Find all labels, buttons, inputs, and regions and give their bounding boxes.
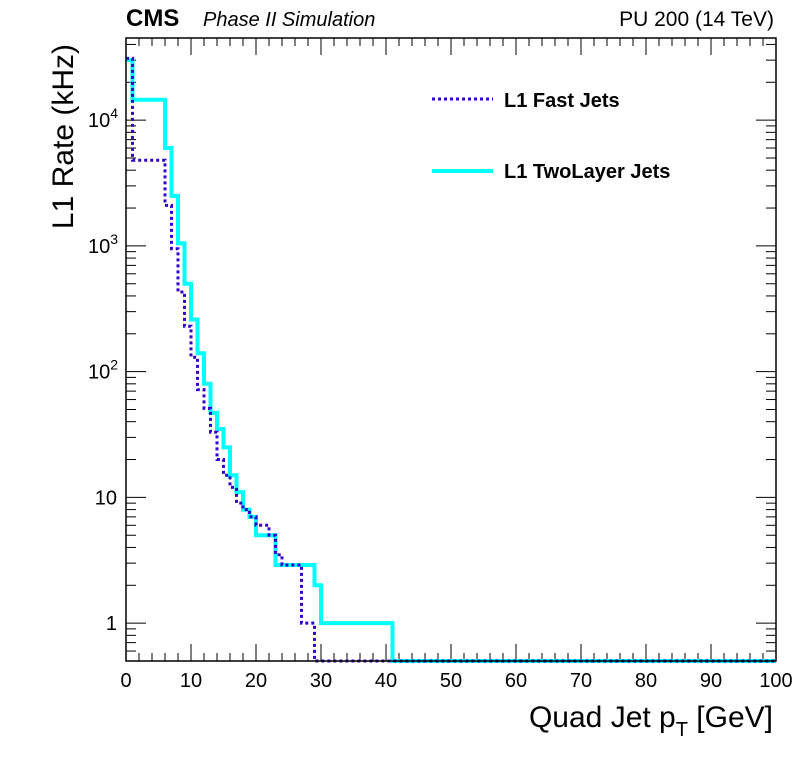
y-axis-title: L1 Rate (kHz)	[47, 44, 80, 229]
y-tick-label: 103	[88, 231, 118, 258]
x-tick-label: 0	[120, 670, 131, 692]
x-tick-label: 20	[245, 670, 267, 692]
legend-label-twolayer: L1 TwoLayer Jets	[504, 161, 670, 183]
experiment-label: CMS	[126, 5, 179, 32]
subtitle-label: Phase II Simulation	[203, 9, 375, 31]
conditions-label: PU 200 (14 TeV)	[619, 8, 774, 31]
x-tick-label: 80	[635, 670, 657, 692]
series-twolayer-jets	[126, 58, 776, 663]
axis-ticks	[125, 38, 777, 662]
y-tick-label: 1	[106, 613, 117, 635]
legend-label-fast: L1 Fast Jets	[504, 90, 620, 112]
legend: L1 Fast Jets L1 TwoLayer Jets	[432, 90, 670, 183]
y-tick-label: 104	[88, 105, 118, 132]
x-tick-label: 90	[700, 670, 722, 692]
x-tick-labels: 0 10 20 30 40 50 60 70 80 90 100	[120, 670, 792, 692]
x-tick-label: 70	[570, 670, 592, 692]
x-tick-label: 50	[440, 670, 462, 692]
series-fast-jets	[126, 56, 776, 663]
x-tick-label: 40	[375, 670, 397, 692]
series-layer	[126, 56, 776, 663]
x-tick-label: 10	[180, 670, 202, 692]
x-tick-label: 30	[310, 670, 332, 692]
x-tick-label: 100	[759, 670, 792, 692]
y-tick-label: 102	[88, 357, 118, 384]
x-axis-title: Quad Jet pT [GeV]	[529, 701, 773, 741]
x-tick-label: 60	[505, 670, 527, 692]
y-tick-label: 10	[95, 487, 117, 509]
plot-frame	[125, 37, 777, 662]
y-tick-labels: 1 10 102 103 104	[88, 105, 118, 635]
